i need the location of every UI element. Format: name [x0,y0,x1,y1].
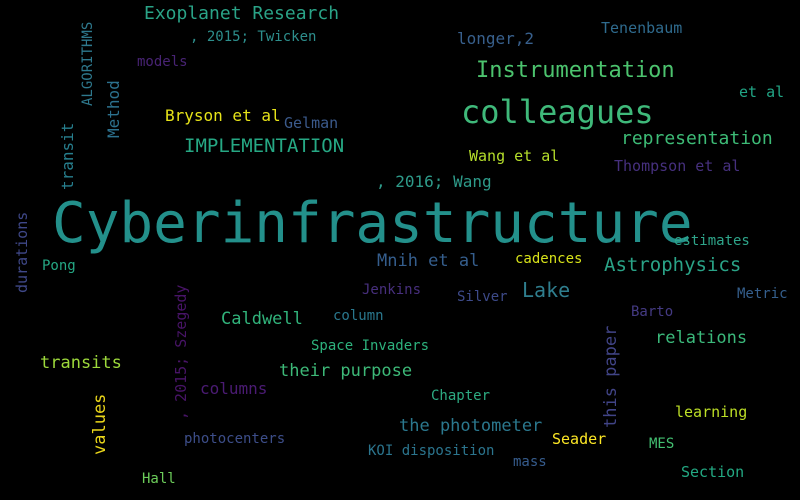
word: columns [200,379,268,398]
word: MES [649,436,675,452]
word: relations [655,328,748,348]
word: KOI disposition [368,443,495,459]
word: Chapter [431,388,491,404]
word: colleagues [461,93,654,131]
word: , 2016; Wang [376,172,492,191]
word: Lake [522,278,571,302]
word: column [333,308,384,324]
word: cadences [515,251,583,267]
word: Gelman [284,114,339,132]
word: Jenkins [362,282,422,298]
word: et al [739,83,785,101]
word: Pong [42,258,76,274]
word: their purpose [279,361,413,381]
word: Wang et al [469,147,560,165]
word: Hall [142,471,176,487]
word: the photometer [399,416,543,436]
word: ALGORITHMS [80,21,96,106]
word: Metric [737,286,788,302]
word: estimates [674,233,750,249]
word: , 2015; Szegedy [172,284,190,420]
word: Thompson et al [614,157,741,175]
word: learning [675,403,748,421]
word: Seader [552,430,607,448]
word: longer,2 [457,29,535,48]
word: Caldwell [221,309,303,329]
word: IMPLEMENTATION [184,135,345,157]
word: durations [13,211,31,293]
word: photocenters [184,431,286,447]
word: Barto [631,304,674,320]
word: Mnih et al [377,251,480,271]
word: , 2015; Twicken [190,29,317,45]
word: transit [58,122,77,190]
word: representation [621,128,773,149]
word: Space Invaders [311,338,430,354]
word: Silver [457,289,508,305]
word: Section [681,463,745,481]
word: Astrophysics [604,254,742,276]
word: mass [513,454,547,470]
word: Tenenbaum [601,19,683,37]
word: Bryson et al [165,106,281,125]
word: Cyberinfrastructure [52,191,693,256]
word: Exoplanet Research [144,3,340,24]
word: models [137,54,188,70]
word: Method [104,80,123,138]
word: this paper [601,325,621,428]
word: values [90,393,110,455]
word: Instrumentation [476,58,675,83]
word: transits [40,353,122,373]
